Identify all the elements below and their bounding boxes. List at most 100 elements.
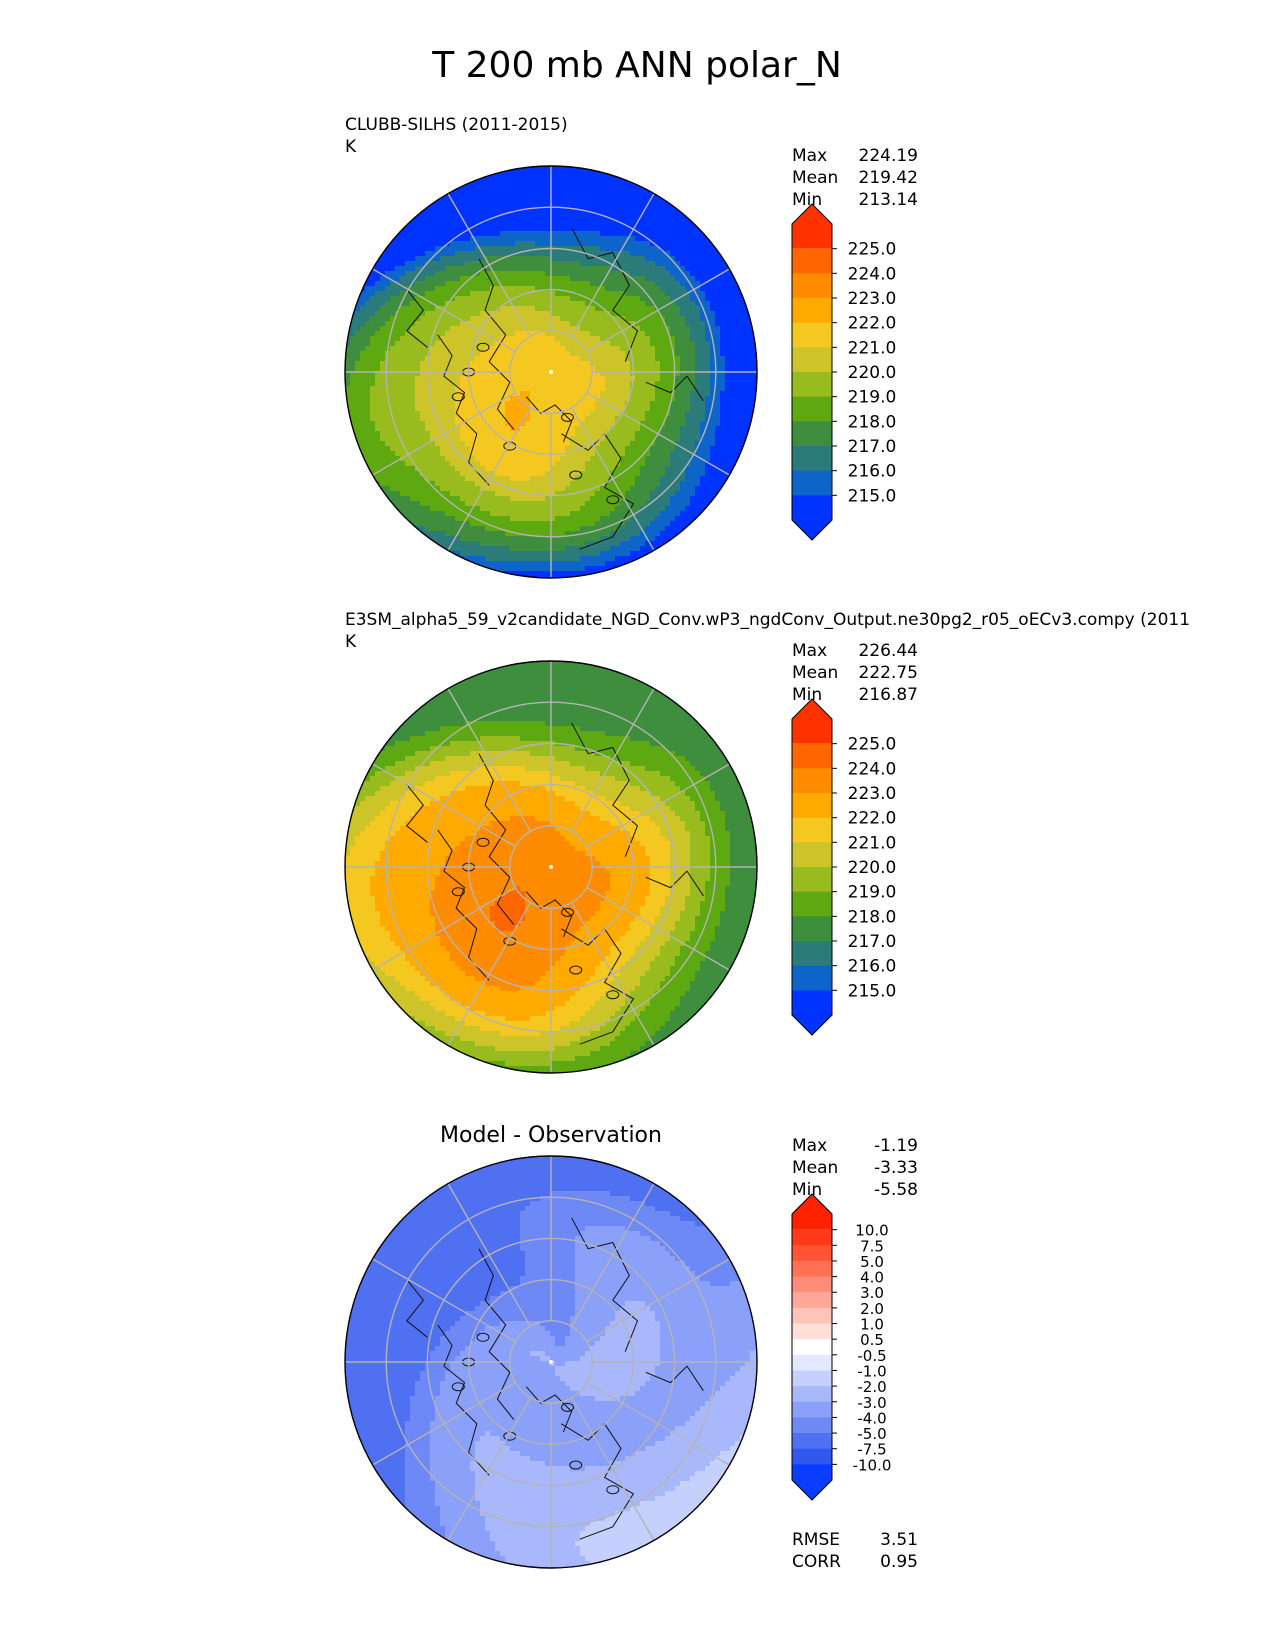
- filled-contour-field: [345, 1156, 757, 1568]
- corr-value: 0.95: [880, 1552, 918, 1572]
- pole-marker: [549, 1360, 553, 1364]
- colorbar-swatch: [792, 743, 832, 769]
- colorbar-swatch: [792, 990, 832, 1035]
- colorbar-tick-label: 224.0: [848, 264, 897, 284]
- colorbar-swatch: [792, 1370, 832, 1387]
- colorbar-tick-label: 219.0: [848, 388, 897, 408]
- stat-mean-value: 222.75: [859, 663, 918, 683]
- colorbar-tick-label: 223.0: [848, 289, 897, 309]
- stat-mean-label: Mean: [792, 168, 838, 188]
- colorbar-tick-label: 221.0: [848, 338, 897, 358]
- colorbar: 225.0 224.0 223.0 222.0 221.0 220.0 219.0 218.0…: [791, 698, 897, 1036]
- colorbar-swatch: [792, 793, 832, 819]
- colorbar-tick-label: 221.0: [848, 833, 897, 853]
- colorbar-swatch: [792, 396, 832, 422]
- colorbar-tick-label: 10.0: [855, 1222, 888, 1240]
- pole-marker: [549, 865, 553, 869]
- colorbar-tick-label: 225.0: [848, 240, 897, 260]
- colorbar-swatch: [792, 322, 832, 348]
- colorbar-tick-label: 225.0: [848, 735, 897, 755]
- stat-min-value: -5.58: [874, 1180, 918, 1200]
- stat-max-value: 224.19: [859, 146, 918, 166]
- panel-difference: Model - Observation Max -1.19 Mean -3.33…: [440, 1123, 918, 1572]
- graticule: [345, 166, 757, 578]
- colorbar-swatch: [792, 495, 832, 540]
- colorbar-swatch: [792, 1464, 832, 1500]
- colorbar-tick-label: 218.0: [848, 412, 897, 432]
- stat-mean-value: -3.33: [874, 1158, 918, 1178]
- stat-min-label: Min: [792, 1180, 822, 1200]
- colorbar-swatch: [792, 347, 832, 373]
- stat-mean-label: Mean: [792, 663, 838, 683]
- colorbar-tick-label: -10.0: [853, 1456, 892, 1474]
- colorbar-swatch: [792, 916, 832, 942]
- figure-title: T 200 mb ANN polar_N: [431, 45, 842, 86]
- stat-min-label: Min: [792, 190, 822, 210]
- colorbar-tick-label: 215.0: [848, 981, 897, 1001]
- map-boundary: [344, 165, 758, 579]
- graticule: [345, 661, 757, 1073]
- panel-units: K: [345, 632, 357, 652]
- colorbar-tick-label: 223.0: [848, 784, 897, 804]
- stat-mean-value: 219.42: [859, 168, 918, 188]
- filled-contour-field: [345, 166, 757, 578]
- stat-min-label: Min: [792, 685, 822, 705]
- polar-map: [344, 1155, 758, 1569]
- colorbar-tick-label: -7.5: [857, 1441, 886, 1459]
- colorbar-swatch: [792, 1229, 832, 1246]
- colorbar-tick-label: 218.0: [848, 907, 897, 927]
- colorbar-swatch: [792, 204, 832, 249]
- colorbar-tick-label: -5.0: [857, 1425, 886, 1443]
- colorbar-swatch: [792, 1448, 832, 1465]
- stat-max-label: Max: [792, 641, 827, 661]
- colorbar-swatch: [792, 965, 832, 991]
- colorbar-swatch: [792, 273, 832, 299]
- panel-title: E3SM_alpha5_59_v2candidate_NGD_Conv.wP3_…: [345, 610, 1190, 630]
- colorbar-swatch: [792, 1194, 832, 1230]
- colorbar-tick-label: 217.0: [848, 437, 897, 457]
- colorbar-outline: [791, 1193, 833, 1501]
- panel-control-clubb-silhs: CLUBB-SILHS (2011-2015) K Max 224.19 Mea…: [345, 115, 918, 210]
- colorbar-tick-label: -0.5: [857, 1347, 886, 1365]
- panel-units: K: [345, 137, 357, 157]
- stat-max-value: 226.44: [859, 641, 918, 661]
- colorbar-tick-label: -4.0: [857, 1409, 886, 1427]
- colorbar-tick-label: 7.5: [860, 1237, 884, 1255]
- colorbar-tick-label: 3.0: [860, 1284, 884, 1302]
- colorbar-swatch: [792, 372, 832, 398]
- colorbar-tick-label: -1.0: [857, 1362, 886, 1380]
- colorbar-tick-label: 224.0: [848, 759, 897, 779]
- colorbar-tick-label: 220.0: [848, 858, 897, 878]
- colorbar-swatch: [792, 298, 832, 324]
- colorbar: 225.0 224.0 223.0 222.0 221.0 220.0 219.0 218.0…: [791, 203, 897, 541]
- colorbar-swatch: [792, 817, 832, 843]
- pole-marker: [549, 370, 553, 374]
- colorbar-tick-label: 4.0: [860, 1269, 884, 1287]
- colorbar-swatch: [792, 1354, 832, 1371]
- colorbar-swatch: [792, 470, 832, 496]
- colorbar-swatch: [792, 941, 832, 967]
- graticule: [345, 1156, 757, 1568]
- stat-max-label: Max: [792, 1136, 827, 1156]
- stat-min-value: 213.14: [859, 190, 918, 210]
- colorbar-swatch: [792, 1433, 832, 1450]
- polar-map: [344, 660, 758, 1074]
- colorbar-swatch: [792, 699, 832, 744]
- colorbar-tick-label: 5.0: [860, 1253, 884, 1271]
- colorbar-swatch: [792, 1260, 832, 1278]
- colorbar-tick-label: 216.0: [848, 462, 897, 482]
- colorbar-swatch: [792, 1339, 832, 1356]
- colorbar-swatch: [792, 1307, 832, 1325]
- stat-min-value: 216.87: [859, 685, 918, 705]
- coastlines: [406, 1217, 704, 1540]
- colorbar-swatch: [792, 446, 832, 472]
- panel-test-e3sm: E3SM_alpha5_59_v2candidate_NGD_Conv.wP3_…: [345, 610, 1190, 705]
- colorbar-tick-label: 2.0: [860, 1300, 884, 1318]
- coastlines: [406, 722, 704, 1045]
- stat-max-label: Max: [792, 146, 827, 166]
- colorbar-swatch: [792, 842, 832, 868]
- colorbar-tick-label: 216.0: [848, 957, 897, 977]
- coastlines: [406, 227, 704, 550]
- colorbar-swatch: [792, 768, 832, 794]
